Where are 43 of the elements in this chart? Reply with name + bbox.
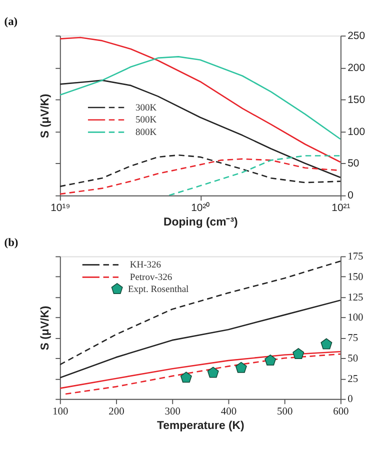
line-series — [60, 260, 340, 366]
x-tick-label: 300 — [164, 406, 180, 418]
point — [320, 338, 332, 350]
y-tick-label: 25 — [348, 374, 358, 385]
y-tick-label: 0 — [348, 190, 354, 202]
y-tick-label: 100 — [348, 126, 366, 138]
y-tick-label: 75 — [348, 333, 358, 344]
legend-label: KH-326 — [130, 260, 162, 271]
y-tick-label: 200 — [348, 62, 366, 74]
line-series — [60, 300, 340, 378]
point — [292, 348, 304, 359]
chart-title: (a) — [4, 16, 18, 28]
x-axis-title: Temperature (K) — [157, 420, 244, 432]
y-tick-label: 150 — [348, 94, 366, 106]
y-tick-label: 175 — [348, 252, 364, 263]
legend-label: 800K — [136, 128, 157, 138]
y-tick-label: 150 — [348, 272, 364, 283]
point — [207, 366, 219, 378]
chart-title: (b) — [4, 236, 18, 249]
x-tick-label: 10²⁰ — [191, 202, 210, 214]
x-tick-label: 600 — [333, 406, 349, 418]
x-axis-title: Doping (cm⁻³) — [164, 216, 238, 228]
legend-label: Expt. Rosenthal — [128, 284, 190, 295]
x-tick-label: 500 — [276, 406, 293, 418]
y-axis-title: S (μV/K) — [40, 94, 52, 138]
y-axis-title: S (μV/K) — [40, 306, 52, 350]
legend-label: 300K — [136, 103, 157, 114]
point — [180, 372, 192, 383]
y-tick-label: 50 — [348, 353, 358, 364]
point — [264, 354, 276, 366]
y-tick-label: 250 — [348, 30, 366, 42]
x-tick-label: 200 — [108, 406, 124, 418]
x-tick-label: 10²¹ — [332, 203, 351, 214]
x-tick-label: 10¹⁹ — [50, 203, 70, 214]
y-tick-label: 100 — [348, 312, 364, 324]
legend-label: Petrov-326 — [130, 273, 172, 284]
y-tick-label: 50 — [348, 158, 360, 170]
legend-label: 500K — [136, 116, 157, 126]
point — [235, 362, 247, 373]
x-tick-label: 100 — [52, 406, 68, 418]
y-tick-label: 0 — [348, 394, 353, 406]
y-tick-label: 125 — [348, 292, 364, 304]
x-tick-label: 400 — [220, 406, 237, 418]
